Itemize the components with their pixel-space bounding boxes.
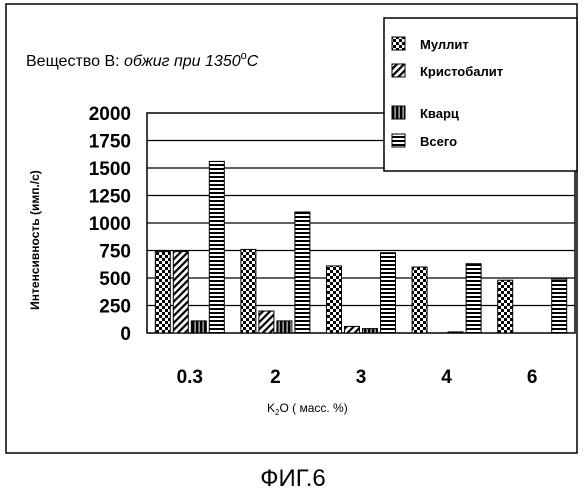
bar-cross <box>241 249 256 333</box>
bar-diag <box>173 252 188 333</box>
y-tick-label: 1500 <box>89 159 131 180</box>
bar-diag <box>259 311 274 333</box>
chart-title: Вещество В: обжиг при 1350oC <box>26 50 259 70</box>
legend: Муллит Кристобалит Кварц Всего <box>384 18 577 171</box>
y-tick-label: 1750 <box>89 132 131 153</box>
x-tick-labels: 0.3 2 3 4 6 <box>177 367 538 388</box>
bar-diag <box>345 326 360 333</box>
legend-label: Кварц <box>420 106 459 121</box>
y-axis-label: Интенсивность (имп./с) <box>28 170 42 310</box>
y-tick-label: 1250 <box>89 187 131 208</box>
bar-horiz <box>381 253 396 333</box>
y-tick-label: 500 <box>99 269 131 290</box>
bar-vert <box>363 329 378 333</box>
bar-vert <box>191 321 206 333</box>
bar-horiz <box>552 279 567 333</box>
legend-swatch-horiz <box>392 134 405 147</box>
figure-caption: ФИГ.6 <box>260 465 326 492</box>
bar-cross <box>155 252 170 333</box>
x-tick-label: 0.3 <box>177 367 203 388</box>
x-tick-label: 3 <box>356 367 367 388</box>
legend-swatch-vert <box>392 106 405 119</box>
y-tick-label: 0 <box>120 324 131 345</box>
legend-swatch-cross <box>392 37 405 50</box>
legend-label: Всего <box>420 134 457 149</box>
bar-horiz <box>466 264 481 333</box>
x-axis-label: K2O ( масс. %) <box>267 401 348 417</box>
y-tick-label: 2000 <box>89 104 131 125</box>
legend-swatch-diag <box>392 64 405 77</box>
bar-horiz <box>209 161 224 333</box>
y-tick-label: 750 <box>99 242 131 263</box>
y-tick-label: 1000 <box>89 214 131 235</box>
bar-cross <box>498 280 513 333</box>
y-tick-label: 250 <box>99 297 131 318</box>
bar-vert <box>448 332 463 333</box>
legend-label: Муллит <box>420 37 469 52</box>
x-tick-label: 2 <box>270 367 281 388</box>
x-tick-label: 6 <box>527 367 538 388</box>
bar-vert <box>277 321 292 333</box>
bar-cross <box>327 266 342 333</box>
legend-label: Кристобалит <box>420 64 503 79</box>
legend-box <box>384 18 577 171</box>
bar-cross <box>412 267 427 333</box>
y-tick-labels: 0 250 500 750 1000 1250 1500 1750 2000 <box>89 104 131 345</box>
x-tick-label: 4 <box>441 367 452 388</box>
bar-horiz <box>295 212 310 333</box>
